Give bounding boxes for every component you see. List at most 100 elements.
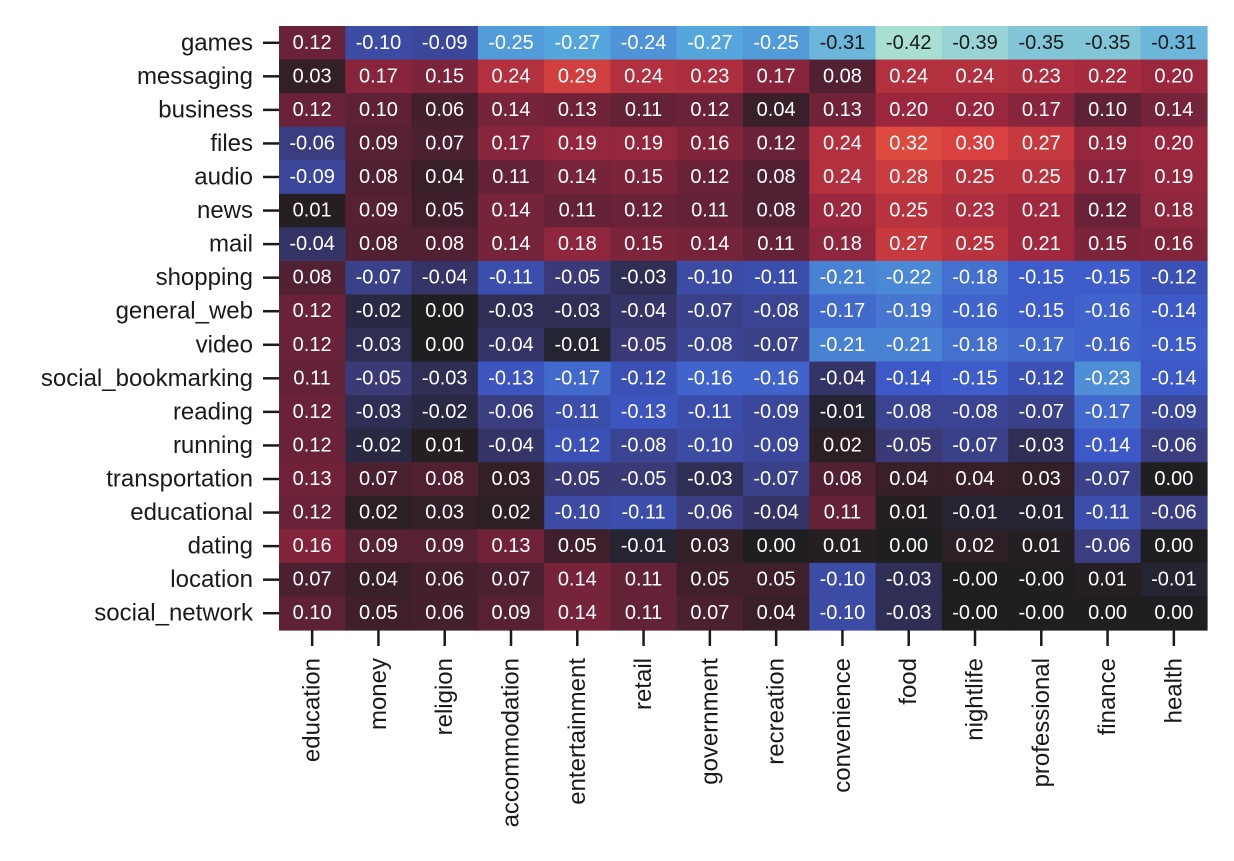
cell-value-label: 0.13: [823, 99, 862, 121]
cell-value-label: 0.03: [492, 468, 531, 490]
heatmap-cell: [941, 529, 1009, 564]
cell-value-label: -0.11: [489, 267, 533, 289]
cell-value-label: 0.20: [1154, 65, 1193, 87]
cell-value-label: 0.25: [1022, 166, 1061, 188]
heatmap-cell: [743, 428, 810, 463]
cell-value-label: 0.00: [1154, 468, 1193, 490]
heatmap-cell: [941, 395, 1009, 430]
x-tick-label: retail: [630, 658, 657, 710]
heatmap-cell: [809, 328, 877, 363]
cell-value-label: 0.18: [1154, 200, 1193, 222]
cell-value-label: -0.03: [554, 300, 600, 322]
heatmap-cell: [676, 495, 744, 530]
cell-value-label: -0.01: [1018, 502, 1064, 524]
cell-value-label: 0.08: [823, 65, 862, 87]
heatmap-cell: [941, 428, 1009, 463]
cell-value-label: -0.15: [1018, 267, 1064, 289]
cell-value-label: 0.11: [625, 602, 662, 624]
x-tick-label: nightlife: [962, 658, 989, 741]
cell-value-label: -0.02: [422, 401, 468, 423]
heatmap-cell: [743, 126, 810, 161]
cell-value-label: 0.06: [425, 569, 464, 591]
heatmap-cell: [411, 529, 479, 564]
heatmap-cell: [477, 495, 545, 530]
cell-value-label: 0.20: [956, 99, 995, 121]
cell-value-label: -0.12: [621, 367, 667, 389]
heatmap-cell: [477, 59, 545, 94]
x-tick-label: convenience: [829, 658, 856, 793]
cell-value-label: 0.09: [359, 200, 398, 222]
cell-value-label: -0.17: [1018, 334, 1064, 356]
cell-value-label: -0.11: [1086, 502, 1130, 524]
cell-value-label: -0.06: [289, 132, 335, 154]
heatmap-cell: [411, 160, 479, 195]
cell-value-label: 0.12: [293, 300, 332, 322]
cell-value-label: -0.10: [820, 569, 866, 591]
heatmap-cell: [1140, 260, 1208, 296]
cell-value-label: -0.03: [422, 367, 468, 389]
cell-value-label: 0.07: [359, 468, 398, 490]
heatmap-cell: [875, 227, 943, 262]
heatmap-cell: [544, 294, 612, 329]
cell-value-label: -0.07: [1085, 468, 1131, 490]
heatmap-cell: [875, 260, 943, 296]
cell-value-label: -0.01: [554, 334, 600, 356]
y-tick-label: shopping: [156, 264, 253, 291]
cell-value-label: 0.27: [889, 233, 928, 255]
heatmap-cell: [1008, 328, 1076, 363]
cell-value-label: -0.04: [422, 267, 468, 289]
cell-value-label: 0.03: [1022, 468, 1061, 490]
heatmap-cell: [610, 193, 678, 228]
cell-value-label: 0.05: [690, 569, 729, 591]
cell-value-label: 0.16: [690, 132, 729, 154]
cell-value-label: 0.11: [559, 200, 596, 222]
heatmap-cell: [941, 59, 1009, 94]
cell-value-label: 0.07: [690, 602, 729, 624]
cell-value-label: 0.03: [293, 65, 332, 87]
cell-value-label: 0.20: [823, 200, 862, 222]
cell-value-label: 0.12: [690, 99, 729, 121]
x-tick-label: recreation: [763, 658, 790, 765]
heatmap-cell: [345, 428, 413, 463]
cell-value-label: 0.11: [625, 99, 662, 121]
heatmap-cell: [676, 361, 744, 396]
heatmap-cell: [477, 462, 545, 497]
heatmap-cell: [743, 59, 810, 94]
heatmap-cell: [941, 596, 1009, 631]
heatmap-cell: [1074, 529, 1142, 564]
heatmap-cell: [544, 93, 612, 128]
heatmap-cell: [610, 260, 678, 296]
heatmap-cell: [1008, 260, 1076, 296]
heatmap-cell: [477, 126, 545, 161]
heatmap-cell: [875, 328, 943, 363]
heatmap-cell: [279, 596, 346, 631]
cell-value-label: 0.24: [492, 65, 531, 87]
cell-value-label: 0.04: [757, 99, 796, 121]
cell-value-label: 0.25: [889, 200, 928, 222]
heatmap-cell: [610, 562, 678, 598]
cell-value-label: -0.03: [687, 468, 733, 490]
cell-value-label: 0.12: [293, 32, 332, 54]
cell-value-label: 0.00: [757, 535, 796, 557]
heatmap-cell: [279, 562, 346, 598]
heatmap-cell: [610, 227, 678, 262]
cell-value-label: -0.15: [952, 367, 998, 389]
cell-value-label: -0.18: [952, 334, 998, 356]
heatmap-cell: [1074, 126, 1142, 161]
heatmap-cell: [610, 428, 678, 463]
heatmap-cell: [941, 294, 1009, 329]
heatmap-cell: [1008, 93, 1076, 128]
cell-value-label: 0.28: [889, 166, 928, 188]
heatmap-cell: [610, 596, 678, 631]
heatmap-cell: [809, 59, 877, 94]
heatmap-cell: [1008, 462, 1076, 497]
heatmap-cell: [411, 596, 479, 631]
heatmap-cell: [345, 395, 413, 430]
cell-value-label: 0.23: [690, 65, 729, 87]
heatmap-cell: [411, 193, 479, 228]
cell-value-label: 0.21: [1022, 200, 1061, 222]
heatmap-cell: [875, 428, 943, 463]
cell-value-label: -0.17: [820, 300, 866, 322]
cell-value-label: 0.14: [690, 233, 729, 255]
heatmap-cell: [1074, 596, 1142, 631]
